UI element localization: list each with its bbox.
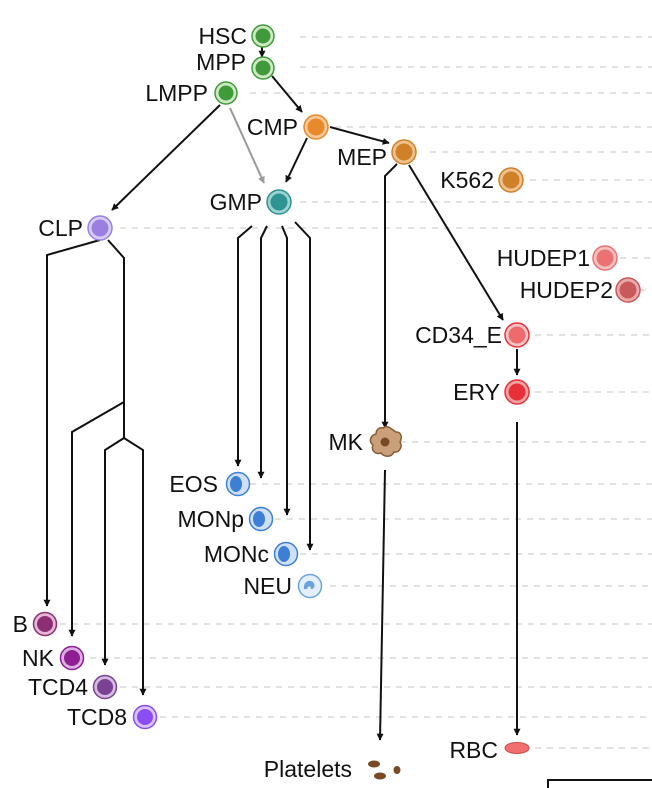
frame-corner: [547, 779, 652, 788]
node-tcd4: TCD4: [28, 674, 118, 700]
label-rbc: RBC: [449, 737, 498, 763]
node-mep: MEP: [337, 139, 417, 170]
label-tcd8: TCD8: [67, 704, 127, 730]
label-cd34e: CD34_E: [415, 322, 502, 348]
label-eos: EOS: [169, 471, 218, 497]
node-nk: NK: [22, 645, 85, 671]
edge-mk-platelets: [376, 469, 386, 741]
node-hsc: HSC: [198, 23, 275, 49]
edge-gmp-neu: [294, 221, 314, 551]
node-mpp: MPP: [196, 49, 275, 80]
label-b: B: [13, 611, 28, 637]
node-gmp: GMP: [210, 189, 292, 215]
edge-lmpp-clp: [111, 104, 221, 211]
node-monp: MONp: [178, 506, 274, 532]
edge-lmpp-cmp: [271, 75, 303, 113]
edge-clp-lymph: [107, 239, 125, 402]
label-tcd4: TCD4: [28, 674, 88, 700]
label-hsc: HSC: [198, 23, 247, 49]
label-neu: NEU: [243, 573, 292, 599]
node-b: B: [13, 611, 58, 637]
platelet-icon: [368, 760, 380, 768]
node-hudep1: HUDEP1: [497, 245, 618, 271]
edge-gmp-monc: [281, 225, 291, 516]
edge-cmp-gmp: [285, 137, 308, 183]
node-clp: CLP: [38, 215, 113, 241]
node-mk: MK: [329, 425, 402, 457]
label-platelets: Platelets: [264, 756, 352, 782]
node-eos: EOS: [169, 471, 251, 497]
edge-lmpp-gmp: [229, 107, 265, 184]
node-monc: MONc: [204, 541, 299, 567]
label-hudep2: HUDEP2: [520, 277, 613, 303]
label-mpp: MPP: [196, 49, 246, 75]
edge-mep-cd34e: [408, 164, 504, 321]
edge-lymph-nk: [68, 401, 125, 637]
node-ery: ERY: [453, 379, 530, 405]
edge-t-tcd4: [101, 437, 125, 666]
label-ery: ERY: [453, 379, 500, 405]
node-k562: K562: [440, 167, 524, 193]
rbc-icon: [504, 742, 530, 754]
node-cd34e: CD34_E: [415, 322, 530, 348]
platelet-icon: [393, 766, 401, 774]
label-hudep1: HUDEP1: [497, 245, 590, 271]
label-nk: NK: [22, 645, 55, 671]
label-clp: CLP: [38, 215, 83, 241]
label-gmp: GMP: [210, 189, 262, 215]
edge-cmp-mep: [329, 126, 390, 145]
edge-mep-mk: [381, 163, 398, 429]
edge-gmp-monp: [257, 225, 268, 479]
label-cmp: CMP: [247, 114, 298, 140]
label-mk: MK: [329, 429, 364, 455]
node-hudep2: HUDEP2: [520, 277, 641, 303]
label-k562: K562: [440, 167, 494, 193]
label-mep: MEP: [337, 144, 387, 170]
label-lmpp: LMPP: [145, 80, 208, 106]
edge-clp-b: [43, 239, 101, 607]
node-cmp: CMP: [247, 114, 329, 140]
edge-gmp-eos: [234, 225, 253, 467]
node-rbc: RBC: [449, 737, 530, 763]
node-lmpp: LMPP: [145, 80, 238, 106]
platelet-icon: [374, 772, 386, 780]
label-monp: MONp: [178, 506, 244, 532]
node-platelets: Platelets: [264, 756, 401, 782]
node-tcd8: TCD8: [67, 704, 158, 730]
label-monc: MONc: [204, 541, 269, 567]
lineage-edges: [43, 46, 521, 741]
edge-t-tcd8: [123, 437, 147, 696]
node-neu: NEU: [243, 573, 323, 599]
